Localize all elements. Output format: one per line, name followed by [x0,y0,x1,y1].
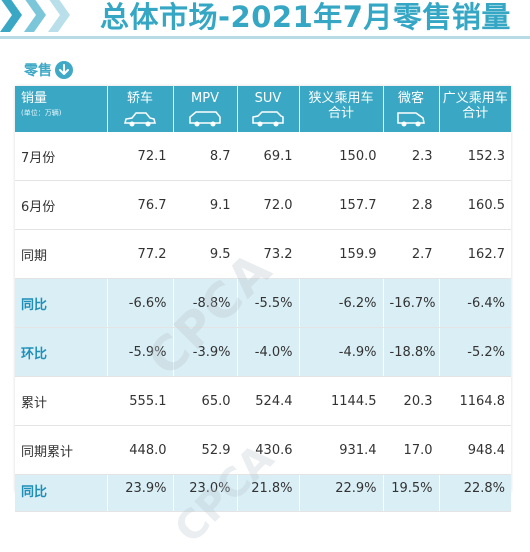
table-cell: 948.4 [439,425,511,475]
column-header-suv: SUV [237,86,300,132]
column-header-label: MPV [191,91,219,106]
table-cell: -4.0% [237,327,300,377]
chevron-right-icon [24,0,46,32]
table-cell: 69.1 [237,132,300,181]
table-cell: 19.5% [383,474,440,512]
header-divider [0,36,530,39]
table-cell: 21.8% [237,474,300,512]
chevron-right-icon [0,0,22,32]
column-header-label-line2: 合计 [462,106,489,121]
table-row: 累计 555.1 65.0 524.4 1144.5 20.3 1164.8 [15,376,511,426]
column-header-label: SUV [254,91,282,106]
table-cell: 76.7 [107,180,174,230]
chevron-right-icon [48,0,70,32]
table-cell: -16.7% [383,278,440,328]
table-cell: 22.9% [299,474,384,512]
column-header-mpv: MPV [173,86,238,132]
column-header-label: 广义乘用车 [442,91,508,106]
row-label: 同比 [15,278,108,328]
row-label: 6月份 [15,180,108,230]
mpv-icon [189,111,221,127]
table-cell: 150.0 [299,132,384,181]
table-cell: -6.4% [439,278,511,328]
column-header-label: 轿车 [126,91,153,106]
table-cell: 72.1 [107,132,174,181]
row-label: 同期累计 [15,425,108,475]
suv-icon [252,111,284,127]
table-cell: 162.7 [439,229,511,279]
table-cell: 20.3 [383,376,440,426]
table-cell: 1144.5 [299,376,384,426]
table-cell: 65.0 [173,376,238,426]
table-cell: 52.9 [173,425,238,475]
table-cell: 23.0% [173,474,238,512]
column-header-label: 狭义乘用车 [308,91,374,106]
column-header-label: 微客 [397,91,424,106]
table-row: 同比 -6.6% -8.8% -5.5% -6.2% -16.7% -6.4% [15,278,511,328]
table-cell: 159.9 [299,229,384,279]
row-label: 累计 [15,376,108,426]
table-cell: 2.3 [383,132,440,181]
table-cell: 8.7 [173,132,238,181]
column-header-minivan: 微客 [383,86,440,132]
table-row: 7月份 72.1 8.7 69.1 150.0 2.3 152.3 [15,132,511,181]
table-cell: 77.2 [107,229,174,279]
table-row: 同期累计 448.0 52.9 430.6 931.4 17.0 948.4 [15,425,511,475]
table-cell: 17.0 [383,425,440,475]
table-cell: -4.9% [299,327,384,377]
column-header-narrow-passenger-total: 狭义乘用车 合计 [299,86,384,132]
table-row: 同比 23.9% 23.0% 21.8% 22.9% 19.5% 22.8% [15,474,511,512]
header-corner: 销量 (单位：万辆) [15,86,108,132]
table-cell: 157.7 [299,180,384,230]
arrow-down-circle-icon [55,61,73,79]
table-cell: 524.4 [237,376,300,426]
table-row: 环比 -5.9% -3.9% -4.0% -4.9% -18.8% -5.2% [15,327,511,377]
table-cell: -8.8% [173,278,238,328]
page-header: 总体市场-2021年7月零售销量 [0,0,530,40]
table-row: 同期 77.2 9.5 73.2 159.9 2.7 162.7 [15,229,511,279]
unit-label: (单位：万辆) [21,109,62,117]
table-cell: -5.5% [237,278,300,328]
corner-label: 销量 [21,91,48,106]
table-cell: 1164.8 [439,376,511,426]
table-cell: -5.9% [107,327,174,377]
table-cell: 430.6 [237,425,300,475]
table-cell: 22.8% [439,474,511,512]
row-label: 7月份 [15,132,108,181]
sedan-icon [124,112,156,127]
table-cell: -18.8% [383,327,440,377]
table-cell: -5.2% [439,327,511,377]
row-label: 环比 [15,327,108,377]
column-header-broad-passenger-total: 广义乘用车 合计 [439,86,511,132]
table-body: 7月份 72.1 8.7 69.1 150.0 2.3 152.3 6月份 76.7 9.1 72.… [15,132,511,512]
table-cell: 2.7 [383,229,440,279]
column-header-sedan: 轿车 [107,86,174,132]
table-cell: -3.9% [173,327,238,377]
table-cell: 152.3 [439,132,511,181]
table-cell: 555.1 [107,376,174,426]
row-label: 同期 [15,229,108,279]
table-cell: 931.4 [299,425,384,475]
table-cell: -6.6% [107,278,174,328]
table-cell: 9.1 [173,180,238,230]
minivan-icon [397,112,425,127]
table-cell: 448.0 [107,425,174,475]
table-cell: 2.8 [383,180,440,230]
page-title: 总体市场-2021年7月零售销量 [100,0,511,34]
table-header-row: 销量 (单位：万辆) 轿车 MPV SUV 狭义乘用车 合计 [15,86,511,132]
table-cell: -6.2% [299,278,384,328]
table-row: 6月份 76.7 9.1 72.0 157.7 2.8 160.5 [15,180,511,230]
section-label: 零售 [24,60,73,80]
table-cell: 9.5 [173,229,238,279]
row-label: 同比 [15,474,108,512]
column-header-label-line2: 合计 [327,106,354,121]
table-cell: 73.2 [237,229,300,279]
table-cell: 160.5 [439,180,511,230]
table-cell: 72.0 [237,180,300,230]
section-title: 零售 [24,63,52,79]
sales-table: 销量 (单位：万辆) 轿车 MPV SUV 狭义乘用车 合计 [15,86,511,512]
sales-table-container: 销量 (单位：万辆) 轿车 MPV SUV 狭义乘用车 合计 [15,86,511,552]
table-cell: 23.9% [107,474,174,512]
